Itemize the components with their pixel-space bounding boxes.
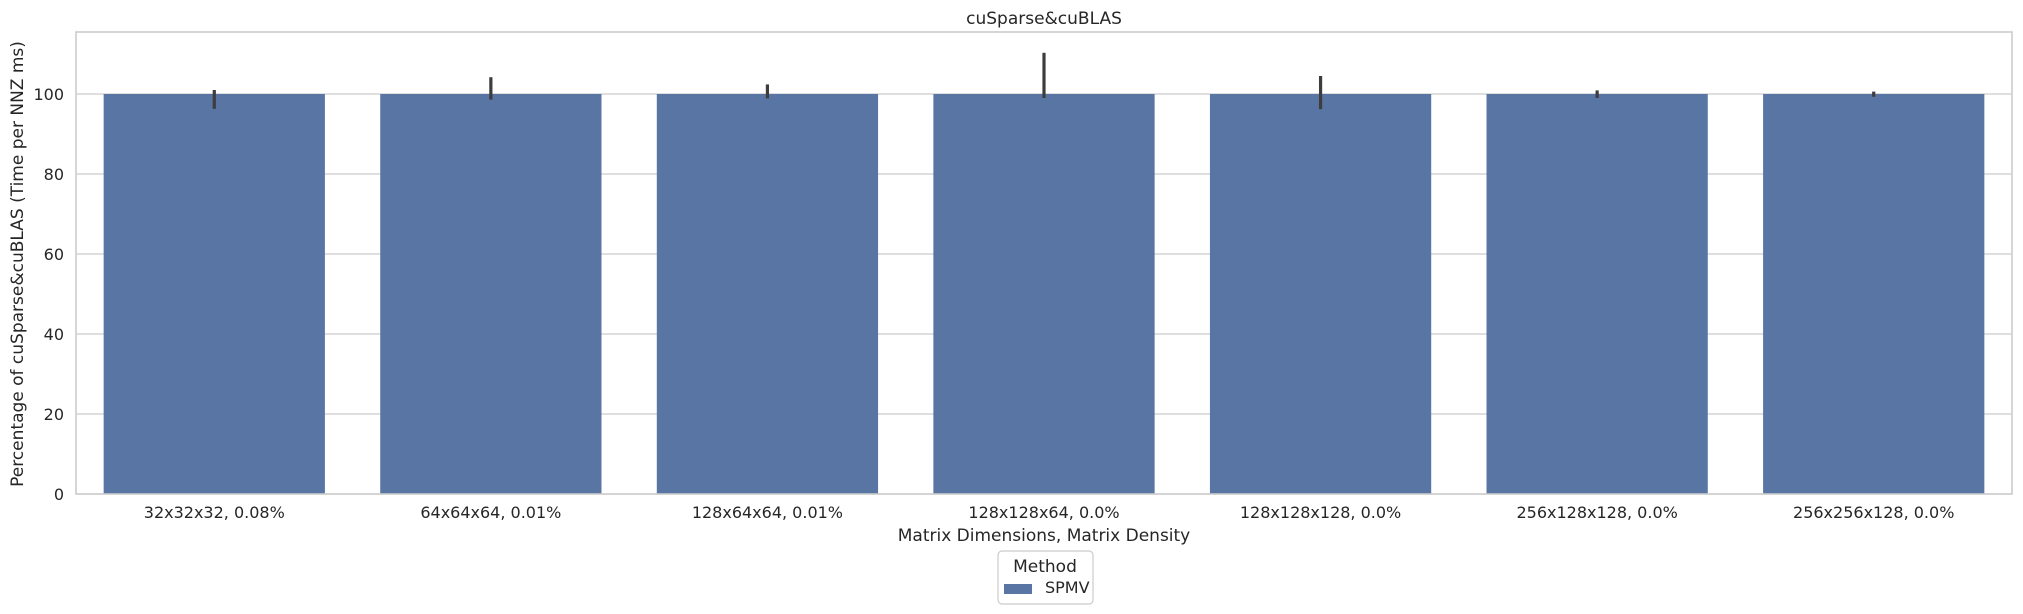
y-tick-labels: 0 20 40 60 80 100 [33,85,64,504]
legend-title: Method [1013,557,1077,577]
bars [103,94,1985,494]
x-tick-label: 256x256x128, 0.0% [1793,503,1954,522]
bar [1209,94,1432,494]
y-tick-label: 40 [44,325,64,344]
y-tick-label: 80 [44,165,64,184]
x-tick-label: 32x32x32, 0.08% [144,503,285,522]
bar [103,94,325,494]
x-axis-label: Matrix Dimensions, Matrix Density [898,526,1191,546]
x-tick-label: 64x64x64, 0.01% [420,503,561,522]
y-tick-label: 60 [44,245,64,264]
bar [656,94,879,494]
y-tick-label: 100 [33,85,64,104]
y-tick-label: 20 [44,405,64,424]
bar [1763,94,1985,494]
x-tick-label: 128x128x64, 0.0% [968,503,1119,522]
x-tick-labels: 32x32x32, 0.08% 64x64x64, 0.01% 128x64x64,… [144,503,1955,522]
x-tick-label: 128x64x64, 0.01% [692,503,843,522]
legend-swatch-spmv [1004,584,1032,594]
error-bars [212,52,1876,110]
y-tick-label: 0 [54,485,64,504]
x-tick-label: 128x128x128, 0.0% [1240,503,1401,522]
chart-title: cuSparse&cuBLAS [966,9,1122,29]
bar [1486,94,1708,494]
bar [380,94,602,494]
legend: Method SPMV [997,550,1094,605]
plot-frame [75,31,2013,495]
x-tick-label: 256x128x128, 0.0% [1516,503,1677,522]
y-axis-label: Percentage of cuSparse&cuBLAS (Time per … [8,41,28,487]
legend-label-spmv: SPMV [1045,578,1090,597]
bar [933,94,1155,494]
